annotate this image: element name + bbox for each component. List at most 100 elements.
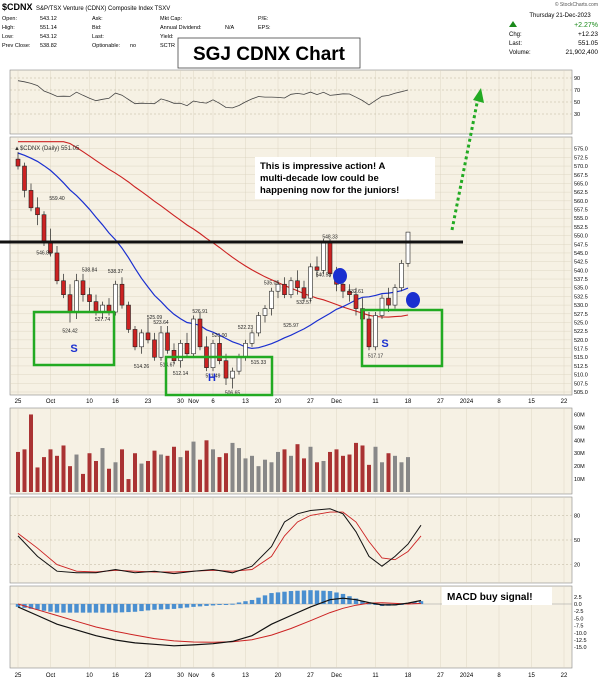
projection-arrow xyxy=(450,97,480,231)
header-field-label: Optionable: xyxy=(92,43,121,49)
x-tick-label-bottom: 18 xyxy=(405,673,412,679)
price-annotation: 525.97 xyxy=(283,323,299,329)
macd-histogram-bar xyxy=(67,604,73,613)
macd-tick-label: -10.0 xyxy=(574,631,587,637)
price-tick-label: 562.5 xyxy=(574,190,588,196)
price-annotation: 511.49 xyxy=(206,373,221,379)
change-pct: +2.27% xyxy=(574,22,598,29)
candle-body xyxy=(223,360,229,379)
candle-body xyxy=(139,332,144,348)
macd-tick-label: -12.5 xyxy=(574,638,587,644)
candle-body xyxy=(295,280,300,289)
volume-bar xyxy=(146,460,150,492)
macd-histogram-bar xyxy=(204,604,209,606)
candle-body xyxy=(321,242,326,271)
macd-histogram-bar xyxy=(184,604,190,608)
x-tick-label: 13 xyxy=(242,399,249,405)
macd-histogram-bar xyxy=(269,593,274,604)
macd-line xyxy=(17,597,422,647)
header-field-label: EPS: xyxy=(258,25,271,31)
macd-histogram-bar xyxy=(360,600,365,604)
header-field-label: P/E: xyxy=(258,16,269,22)
stoch-tick-label: 20 xyxy=(574,563,580,569)
macd-histogram-bar xyxy=(249,599,255,604)
x-tick-label: 25 xyxy=(15,399,22,405)
macd-histogram-bar xyxy=(197,604,203,607)
x-tick-label: 2024 xyxy=(460,399,474,405)
volume-bar xyxy=(159,454,163,492)
macd-histogram-bar xyxy=(145,604,151,611)
volume-bar xyxy=(243,458,248,492)
volume-bar xyxy=(120,449,124,492)
rsi-line xyxy=(17,80,409,109)
volume-bar xyxy=(35,467,40,492)
macd-histogram-bar xyxy=(256,597,261,604)
x-tick-label-bottom: 30 xyxy=(177,673,184,679)
price-tick-label: 560.0 xyxy=(574,199,588,205)
macd-histogram-bar xyxy=(282,591,287,604)
price-tick-label: 545.0 xyxy=(574,251,588,257)
x-tick-label: 16 xyxy=(112,399,119,405)
price-annotation: 559.40 xyxy=(49,196,65,202)
candle-body xyxy=(373,315,378,348)
price-tick-label: 515.0 xyxy=(574,355,588,361)
macd-histogram-bar xyxy=(262,595,268,604)
candle-body xyxy=(217,343,222,362)
head-box xyxy=(164,355,274,397)
volume-bar xyxy=(354,442,358,492)
volume-bar xyxy=(224,453,228,492)
price-annotation: 538.37 xyxy=(108,269,124,275)
price-annotation: 532.57 xyxy=(296,300,312,306)
candle-body xyxy=(262,308,268,316)
vol-value: 21,902,400 xyxy=(565,49,598,56)
candle-body xyxy=(399,263,404,289)
macd-tick-label: -15.0 xyxy=(574,645,587,651)
volume-bar xyxy=(250,455,254,492)
header-date: Thursday 21-Dec-2023 xyxy=(529,13,591,19)
x-tick-label: 8 xyxy=(497,399,501,405)
x-tick-label: 23 xyxy=(145,399,152,405)
candle-body xyxy=(308,266,313,299)
x-tick-label-bottom: Dec xyxy=(331,673,342,679)
volume-bar xyxy=(367,464,371,492)
macd-histogram-bar xyxy=(54,604,60,613)
candle-body xyxy=(301,287,307,299)
macd-histogram-bar xyxy=(165,604,170,610)
volume-bar xyxy=(380,462,384,492)
volume-bar xyxy=(94,460,98,492)
watermark: © StockCharts.com xyxy=(555,1,598,8)
left-shoulder-label: S xyxy=(70,343,77,355)
symbol-label: $CDNX xyxy=(2,2,33,12)
macd-histogram-bar xyxy=(119,604,125,613)
macd-histogram-bar xyxy=(93,604,99,613)
macd-histogram-bar xyxy=(35,604,40,610)
x-tick-label-bottom: 11 xyxy=(372,673,379,679)
macd-note: MACD buy signal! xyxy=(447,592,533,603)
volume-bar xyxy=(295,444,300,492)
volume-tick-label: 10M xyxy=(574,477,585,483)
macd-histogram-bar xyxy=(178,604,183,609)
volume-bar xyxy=(393,455,397,492)
macd-histogram-bar xyxy=(334,592,339,604)
x-tick-label-bottom: Nov xyxy=(188,673,199,679)
x-tick-label: 22 xyxy=(561,399,568,405)
x-tick-label: Nov xyxy=(188,399,199,405)
volume-bar xyxy=(406,457,410,492)
price-tick-label: 507.5 xyxy=(574,381,588,387)
volume-bar xyxy=(308,446,313,492)
macd-histogram-bar xyxy=(295,590,300,604)
header-field-label: Low: xyxy=(2,34,14,40)
candle-body xyxy=(236,356,242,372)
volume-bar xyxy=(315,462,319,492)
header-field-label: Yield: xyxy=(160,34,174,40)
price-tick-label: 522.5 xyxy=(574,329,588,335)
volume-bar xyxy=(217,457,222,492)
header-field-label: SCTR xyxy=(160,43,175,49)
volume-bar xyxy=(237,448,241,492)
macd-histogram-bar xyxy=(301,590,307,604)
price-annotation: 506.65 xyxy=(225,390,241,396)
header-field-value: N/A xyxy=(225,25,235,31)
x-tick-label-bottom: 15 xyxy=(528,673,535,679)
candle-body xyxy=(249,332,255,344)
last-label: Last: xyxy=(509,41,522,47)
